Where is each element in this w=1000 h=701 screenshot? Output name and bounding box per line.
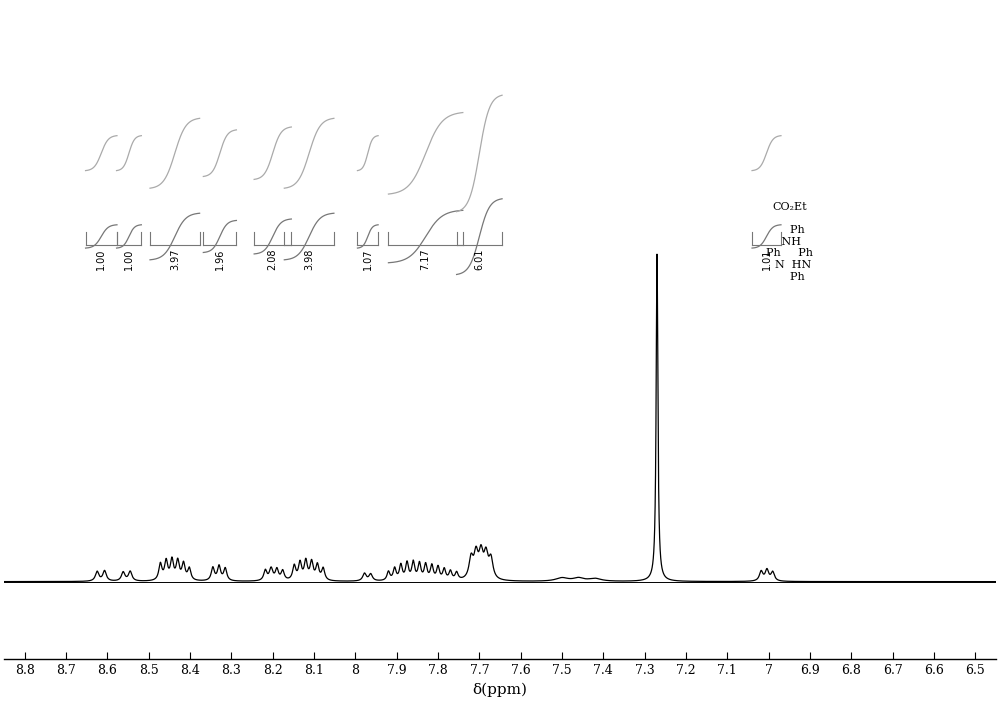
Text: 3.98: 3.98 bbox=[304, 248, 314, 270]
Text: 6.01: 6.01 bbox=[474, 248, 484, 270]
Text: CO₂Et

    Ph
 NH
Ph     Ph
  N  HN
    Ph: CO₂Et Ph NH Ph Ph N HN Ph bbox=[767, 202, 814, 282]
Text: 7.17: 7.17 bbox=[421, 248, 431, 270]
Text: 1.00: 1.00 bbox=[124, 248, 134, 270]
Text: 1.00: 1.00 bbox=[96, 248, 106, 270]
Text: 1.96: 1.96 bbox=[215, 248, 225, 270]
Text: 3.97: 3.97 bbox=[170, 248, 180, 270]
X-axis label: δ(ppm): δ(ppm) bbox=[473, 683, 528, 697]
Text: 1.01: 1.01 bbox=[762, 248, 772, 270]
Text: 2.08: 2.08 bbox=[268, 248, 278, 270]
Text: 1.07: 1.07 bbox=[363, 248, 373, 270]
